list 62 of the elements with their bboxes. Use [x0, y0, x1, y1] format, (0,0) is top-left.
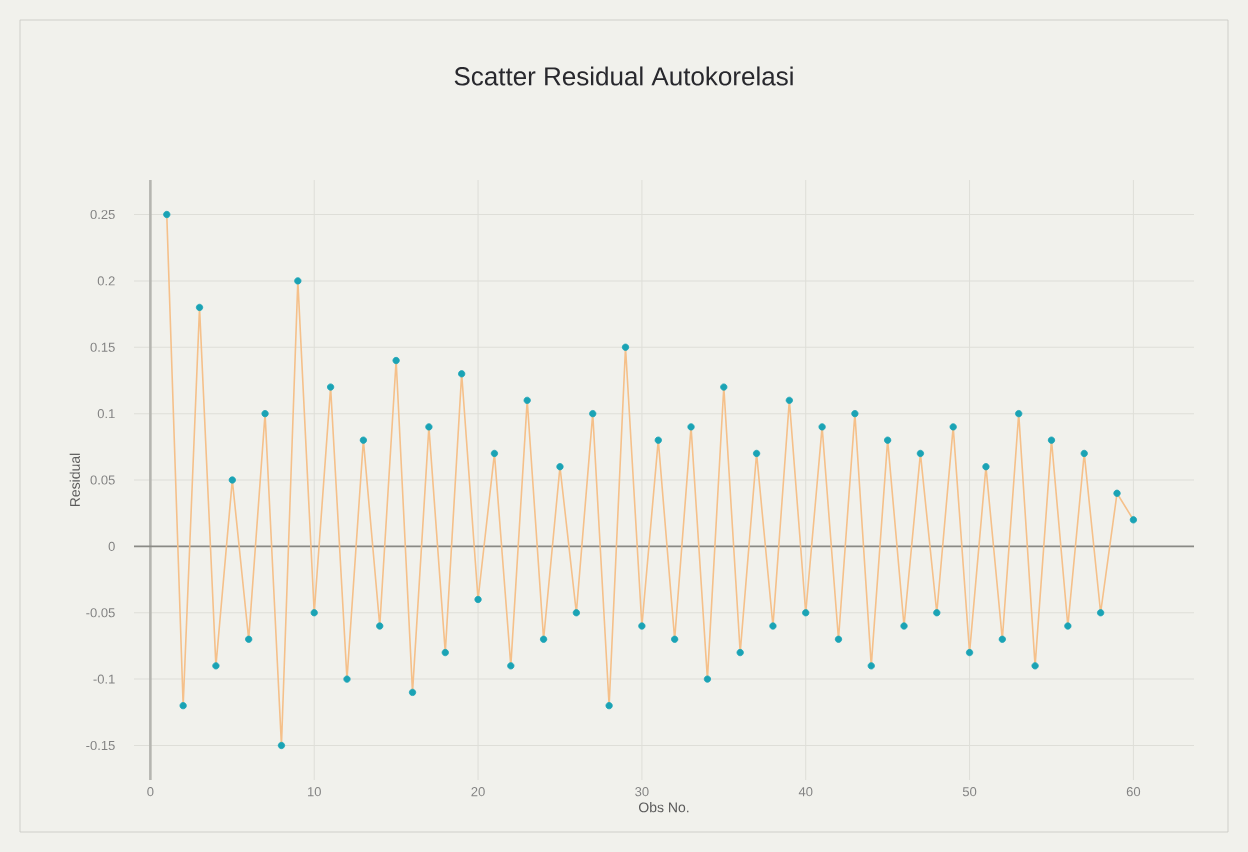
point — [163, 210, 171, 219]
chart-title: Scatter Residual Autokorelasi — [454, 66, 793, 86]
point — [671, 635, 679, 643]
point — [310, 609, 318, 617]
point — [785, 396, 793, 404]
point — [687, 423, 695, 431]
point — [1097, 609, 1105, 617]
point — [212, 662, 220, 670]
point — [851, 410, 859, 418]
point — [965, 648, 974, 657]
point — [261, 410, 269, 418]
point — [1129, 516, 1137, 524]
point — [1047, 436, 1056, 444]
point — [1080, 449, 1088, 458]
point — [621, 343, 630, 351]
point — [654, 436, 662, 444]
point — [392, 356, 400, 365]
point — [884, 436, 892, 444]
point — [736, 648, 744, 657]
point — [474, 595, 482, 604]
point — [998, 635, 1006, 643]
point — [916, 449, 925, 458]
point — [408, 688, 417, 696]
point — [589, 410, 597, 418]
point — [818, 423, 826, 431]
point — [900, 622, 908, 630]
point — [343, 675, 351, 683]
point — [458, 370, 466, 378]
point — [327, 383, 335, 391]
point — [195, 303, 204, 312]
point — [556, 463, 564, 471]
point — [572, 609, 580, 617]
point — [933, 609, 941, 617]
point — [507, 662, 515, 670]
point — [769, 622, 777, 630]
point — [867, 662, 875, 670]
point — [245, 635, 253, 643]
point — [490, 449, 499, 458]
point — [605, 702, 613, 710]
point — [277, 741, 286, 750]
point — [179, 702, 187, 710]
point — [1015, 410, 1023, 418]
point — [523, 396, 531, 404]
point — [720, 383, 728, 391]
point — [1064, 622, 1072, 630]
point — [1113, 489, 1121, 497]
point — [834, 635, 843, 643]
point — [294, 277, 302, 285]
point — [1031, 662, 1039, 670]
point — [949, 423, 957, 431]
line-series — [165, 213, 1135, 747]
point — [982, 463, 990, 471]
point — [425, 423, 433, 431]
point — [376, 622, 384, 630]
point — [441, 648, 449, 657]
point — [638, 622, 646, 630]
point — [539, 635, 548, 643]
point — [752, 449, 761, 458]
point — [359, 436, 367, 444]
point — [228, 476, 236, 484]
point — [802, 609, 810, 617]
point — [703, 675, 712, 683]
